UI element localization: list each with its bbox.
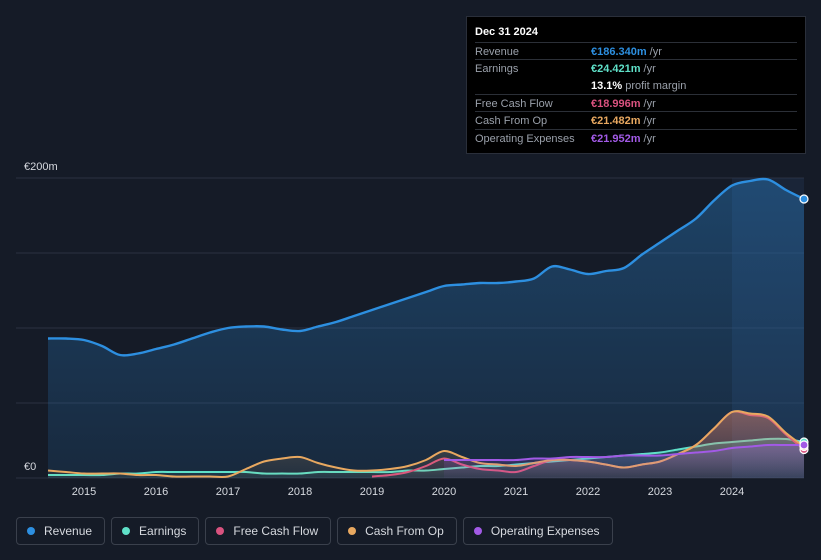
tooltip-row-value: €21.952m/yr	[591, 133, 656, 145]
legend-label: Cash From Op	[365, 524, 444, 538]
legend-dot-icon	[122, 527, 131, 535]
tooltip-value-unit: /yr	[643, 97, 656, 110]
tooltip-panel: Dec 31 2024 Revenue €186.340m/yr Earnings €…	[466, 16, 806, 154]
legend-label: Operating Expenses	[490, 524, 600, 538]
tooltip-row-value: 13.1% profit margin	[591, 80, 686, 92]
series-area-operating_expenses	[444, 444, 804, 478]
legend-item-earnings[interactable]: Earnings	[111, 517, 200, 545]
x-tick-label: 2021	[504, 486, 528, 498]
tooltip-value-unit: /yr	[643, 63, 656, 76]
series-area-revenue	[48, 178, 804, 478]
tooltip-date: Dec 31 2024	[475, 26, 538, 38]
tooltip-row: 13.1% profit margin	[475, 77, 797, 94]
tooltip-value-unit: profit margin	[625, 79, 687, 92]
tooltip-row-value: €18.996m/yr	[591, 98, 656, 110]
legend-label: Revenue	[44, 524, 93, 538]
end-point-revenue	[799, 194, 809, 204]
y-tick-label: €200m	[24, 161, 58, 173]
series-line-revenue	[47, 177, 805, 357]
legend-item-operating-expenses[interactable]: Operating Expenses	[462, 517, 613, 545]
tooltip-row-label: Free Cash Flow	[475, 97, 553, 110]
legend-dot-icon	[348, 527, 357, 535]
tooltip-value-text: 13.1%	[591, 79, 623, 92]
tooltip-value-text: €21.482m	[591, 115, 641, 128]
tooltip-value-unit: /yr	[643, 115, 656, 128]
tooltip-value-text: €18.996m	[591, 97, 641, 110]
tooltip-row: Cash From Op €21.482m/yr	[475, 111, 797, 129]
tooltip-row-label: Operating Expenses	[475, 132, 575, 145]
tooltip-row-value: €186.340m/yr	[591, 46, 662, 58]
tooltip-row-label: Earnings	[475, 63, 519, 76]
end-point-operating_expenses	[799, 440, 809, 450]
tooltip-row-value: €21.482m/yr	[591, 115, 656, 127]
legend-dot-icon	[216, 527, 225, 535]
tooltip-row: Earnings €24.421m/yr	[475, 59, 797, 77]
tooltip-row: Operating Expenses €21.952m/yr	[475, 128, 797, 147]
y-tick-label: €0	[24, 461, 36, 473]
x-tick-label: 2023	[648, 486, 672, 498]
legend: Revenue Earnings Free Cash Flow Cash From O…	[16, 517, 613, 545]
x-tick-label: 2017	[216, 486, 240, 498]
x-tick-label: 2020	[432, 486, 456, 498]
tooltip-row-label: Cash From Op	[475, 115, 548, 128]
tooltip-row-value: €24.421m/yr	[591, 63, 656, 75]
legend-item-revenue[interactable]: Revenue	[16, 517, 106, 545]
series-line-operating_expenses	[443, 443, 804, 462]
legend-dot-icon	[473, 527, 482, 535]
tooltip-row: Free Cash Flow €18.996m/yr	[475, 93, 797, 112]
tooltip-row-label: Revenue	[475, 46, 520, 58]
tooltip-value-unit: /yr	[643, 132, 656, 145]
x-tick-label: 2018	[288, 486, 312, 498]
tooltip-value-unit: /yr	[649, 46, 662, 58]
tooltip-value-text: €21.952m	[591, 132, 641, 145]
x-tick-label: 2016	[144, 486, 168, 498]
x-tick-label: 2015	[72, 486, 96, 498]
legend-item-free-cash-flow[interactable]: Free Cash Flow	[205, 517, 332, 545]
tooltip-row: Revenue €186.340m/yr	[475, 42, 797, 60]
tooltip-value-text: €186.340m	[591, 46, 647, 58]
tooltip-value-text: €24.421m	[591, 63, 641, 76]
x-tick-label: 2024	[720, 486, 744, 498]
legend-item-cash-from-op[interactable]: Cash From Op	[337, 517, 457, 545]
legend-dot-icon	[27, 527, 35, 535]
x-tick-label: 2019	[360, 486, 384, 498]
x-tick-label: 2022	[576, 486, 600, 498]
legend-label: Free Cash Flow	[233, 524, 319, 538]
legend-label: Earnings	[139, 524, 187, 538]
